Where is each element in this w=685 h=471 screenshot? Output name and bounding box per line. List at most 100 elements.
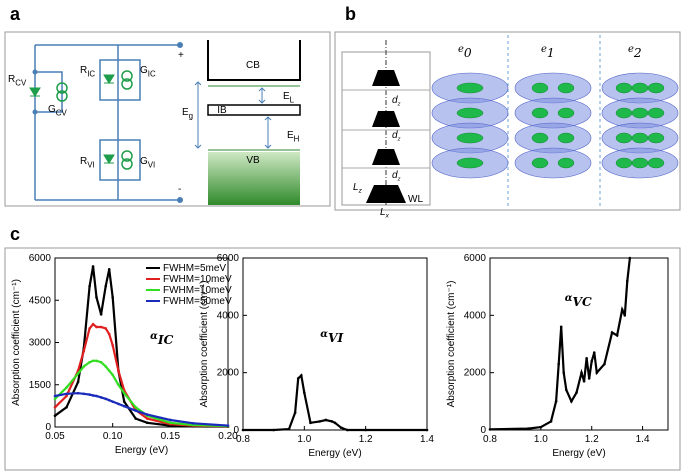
energy-label-sub: L — [290, 95, 295, 104]
panel-label: c — [10, 224, 20, 244]
state-label-main: e — [541, 44, 547, 55]
probability-core — [531, 132, 549, 144]
y-axis-label: Absorption coefficient (cm⁻¹) — [11, 279, 22, 406]
data-point — [104, 327, 108, 330]
component-label-sub: VI — [148, 160, 155, 169]
legend-label: FWHM=10meV — [163, 274, 232, 285]
wl-label: WL — [408, 194, 423, 205]
band-label: CB — [246, 60, 260, 71]
probability-core — [557, 107, 575, 119]
probability-core — [615, 82, 633, 94]
data-point — [111, 400, 114, 403]
dimension-label-sub: x — [385, 213, 390, 220]
data-point — [104, 397, 108, 401]
data-point — [53, 405, 57, 409]
probability-core — [647, 157, 665, 169]
curve-annotation: αIC — [150, 331, 173, 347]
data-point — [324, 418, 328, 422]
data-point — [65, 392, 68, 396]
data-point — [99, 325, 103, 329]
dimension-label-main: L — [380, 207, 386, 218]
state-label-sub: 2 — [633, 46, 642, 60]
curve-annotation: αVI — [320, 329, 344, 345]
probability-core — [615, 107, 633, 119]
terminal — [177, 42, 183, 48]
series-line — [54, 322, 229, 428]
component-label: RIC — [80, 65, 95, 78]
node — [32, 69, 38, 75]
x-tick-label: 0.8 — [236, 434, 250, 445]
data-point — [91, 322, 95, 326]
data-point — [425, 428, 429, 432]
data-point — [570, 400, 573, 403]
data-point — [95, 296, 98, 299]
y-tick-label: 3000 — [29, 338, 52, 349]
spacing-label-sub: z — [397, 136, 401, 142]
y-tick-label: 0 — [233, 425, 239, 436]
curve-annotation-main: α — [150, 331, 158, 342]
curve-annotation: αVC — [565, 293, 592, 309]
data-point — [107, 332, 111, 336]
data-point — [99, 360, 103, 364]
data-point — [620, 308, 624, 311]
data-point — [145, 421, 149, 425]
current-sources — [56, 70, 133, 170]
state-label-sub: 0 — [464, 46, 472, 60]
plot-frame — [489, 257, 669, 431]
data-point — [111, 373, 114, 377]
data-point — [345, 428, 349, 432]
plot-frame — [242, 257, 428, 431]
data-point — [107, 369, 111, 372]
data-point — [104, 365, 108, 368]
probability-core — [615, 132, 633, 144]
x-tick-label: 0.10 — [103, 431, 123, 442]
data-point — [88, 284, 91, 288]
probability-core — [557, 157, 575, 169]
energy-arrow — [194, 81, 272, 149]
dimension-label-main: L — [353, 182, 359, 193]
data-point — [169, 418, 172, 422]
terminal-label: + — [178, 50, 184, 61]
data-point — [53, 414, 57, 418]
y-tick-label: 0 — [480, 425, 486, 436]
probability-core — [647, 132, 665, 144]
data-point — [91, 394, 95, 397]
spacing-label: dz — [392, 170, 401, 182]
probability-core — [631, 107, 649, 119]
energy-label-sub: H — [294, 134, 300, 143]
wire — [34, 44, 180, 201]
y-tick-label: 4500 — [29, 295, 52, 306]
data-point — [111, 296, 114, 299]
data-point — [91, 265, 95, 268]
data-point — [145, 413, 149, 416]
x-axis-label: Energy (eV) — [308, 448, 361, 459]
component-label: RCV — [8, 74, 27, 87]
data-point — [554, 400, 558, 403]
data-point — [296, 377, 300, 380]
data-point — [88, 393, 91, 396]
panel-frame — [4, 247, 681, 471]
data-point — [95, 394, 98, 398]
data-point — [539, 425, 543, 429]
data-point — [364, 428, 367, 432]
legend-label: FWHM=10meV — [163, 285, 232, 296]
data-point — [272, 428, 275, 432]
data-point — [610, 331, 614, 334]
y-tick-label: 1500 — [29, 380, 52, 391]
probability-core — [456, 82, 484, 94]
spacing-label-sub: z — [397, 176, 401, 182]
probability-shell — [514, 147, 592, 179]
data-point — [122, 400, 126, 403]
probability-core — [456, 107, 484, 119]
x-tick-label: 0.05 — [45, 431, 65, 442]
component-label: GIC — [140, 65, 156, 78]
data-point — [557, 362, 560, 366]
data-point — [241, 428, 245, 432]
quantum-dot-panel — [334, 31, 681, 211]
data-point — [628, 256, 632, 260]
x-tick-label: 1.0 — [534, 434, 548, 445]
data-point — [76, 391, 80, 395]
energy-label: Eg — [182, 107, 193, 120]
y-tick-label: 6000 — [464, 253, 487, 264]
probability-core — [647, 82, 665, 94]
